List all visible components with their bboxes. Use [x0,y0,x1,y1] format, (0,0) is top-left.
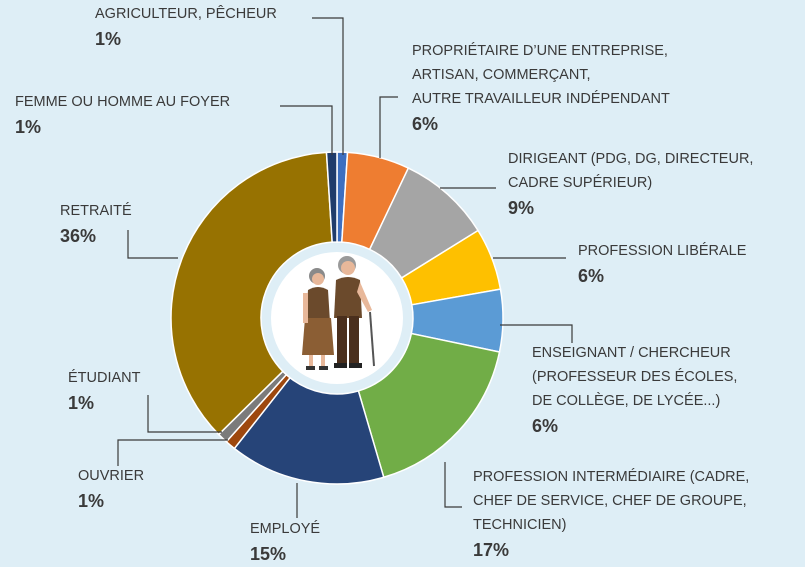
category-label: PROPRIÉTAIRE D’UNE ENTREPRISE, [412,42,668,59]
category-label: DE COLLÈGE, DE LYCÉE...) [532,392,720,409]
category-label: AUTRE TRAVAILLEUR INDÉPENDANT [412,90,670,107]
value-label: 6% [412,114,438,134]
category-label: PROFESSION INTERMÉDIAIRE (CADRE, [473,468,749,485]
category-label: TECHNICIEN) [473,517,566,533]
category-label: RETRAITÉ [60,202,132,219]
value-label: 1% [68,393,94,413]
value-label: 36% [60,226,96,246]
value-label: 6% [578,266,604,286]
value-label: 1% [15,117,41,137]
value-label: 1% [78,491,104,511]
category-label: ENSEIGNANT / CHERCHEUR [532,345,731,361]
category-label: EMPLOYÉ [250,520,320,537]
category-label: ÉTUDIANT [68,369,141,386]
value-label: 6% [532,416,558,436]
category-label: (PROFESSEUR DES ÉCOLES, [532,368,737,385]
value-label: 15% [250,544,286,564]
category-label: AGRICULTEUR, PÊCHEUR [95,5,277,22]
chart: AGRICULTEUR, PÊCHEUR 1% PROPRIÉTAIRE D’UNE… [0,0,805,567]
category-label: OUVRIER [78,468,144,484]
category-label: FEMME OU HOMME AU FOYER [15,94,230,110]
category-label: DIRIGEANT (PDG, DG, DIRECTEUR, [508,151,753,167]
category-label: ARTISAN, COMMERÇANT, [412,67,591,83]
value-label: 1% [95,29,121,49]
category-label: CADRE SUPÉRIEUR) [508,174,652,191]
center-illustration [271,252,403,384]
category-label: CHEF DE SERVICE, CHEF DE GROUPE, [473,493,747,509]
value-label: 17% [473,540,509,560]
value-label: 9% [508,198,534,218]
category-label: PROFESSION LIBÉRALE [578,242,747,259]
